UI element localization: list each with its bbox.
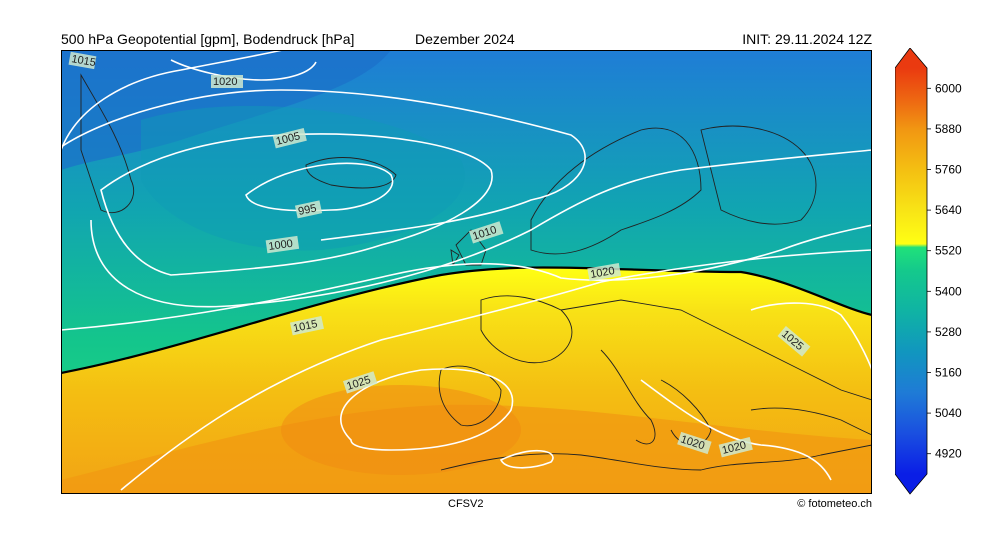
colorbar-tick-label: 5280	[935, 325, 962, 339]
chart-title: 500 hPa Geopotential [gpm], Bodendruck […	[61, 31, 355, 47]
init-time: INIT: 29.11.2024 12Z	[742, 31, 872, 47]
isobar-1015-nw	[61, 50, 287, 151]
credit: © fotometeo.ch	[797, 498, 872, 510]
isobar-label: 1015	[292, 318, 318, 335]
azores-high-shade	[281, 385, 521, 475]
isobar-label: 1020	[213, 76, 237, 88]
isobar-1025-east	[750, 302, 872, 371]
colorbar-tick-label: 6000	[935, 81, 962, 95]
colorbar-tick-label: 5400	[935, 284, 962, 298]
isobar-label: 1015	[70, 53, 96, 69]
isobar-label: 1020	[589, 265, 615, 281]
colorbar-tick-label: 5040	[935, 406, 962, 420]
model-label: CFSV2	[448, 498, 484, 510]
isobar-label: 1020	[721, 439, 748, 457]
map-frame	[61, 50, 872, 494]
colorbar-tick-label: 5520	[935, 244, 962, 258]
isobar-1000	[100, 133, 493, 276]
colorbar-tick-label: 5640	[935, 203, 962, 217]
isobar-995	[245, 162, 394, 212]
isobars	[61, 50, 872, 491]
colorbar-tick-label: 5160	[935, 366, 962, 380]
colorbar-tick-label: 4920	[935, 447, 962, 461]
isobar-1015	[61, 224, 872, 331]
isobar-label: 995	[297, 202, 317, 218]
contour-5520	[61, 266, 872, 375]
colorbar-ticks: 6000 5880 5760 5640 5520 5400 5280 5160 5040 4920	[927, 81, 962, 461]
colorbar-tick-label: 5880	[935, 122, 962, 136]
coastlines	[80, 73, 872, 471]
period-label: Dezember 2024	[415, 31, 515, 47]
colorbar-tick-label: 5760	[935, 163, 962, 177]
isobar-1020-north	[170, 59, 317, 81]
isobar-1005	[61, 89, 586, 241]
forecast-map: 1015 1020 1005 995 1000 1010 1020 1015 1…	[61, 50, 872, 494]
isobar-label: 1000	[268, 238, 294, 253]
colorbar: 6000 5880 5760 5640 5520 5400 5280 5160 5040 4920	[895, 48, 962, 495]
isobar-1020-central	[120, 249, 872, 491]
isobar-1020-south	[499, 449, 554, 469]
isobar-1025-azores	[340, 368, 514, 451]
isobar-1010	[90, 149, 872, 308]
colorbar-scale	[895, 48, 928, 495]
isobar-label: 1005	[275, 130, 302, 148]
isobar-1020-balkan	[640, 379, 832, 481]
